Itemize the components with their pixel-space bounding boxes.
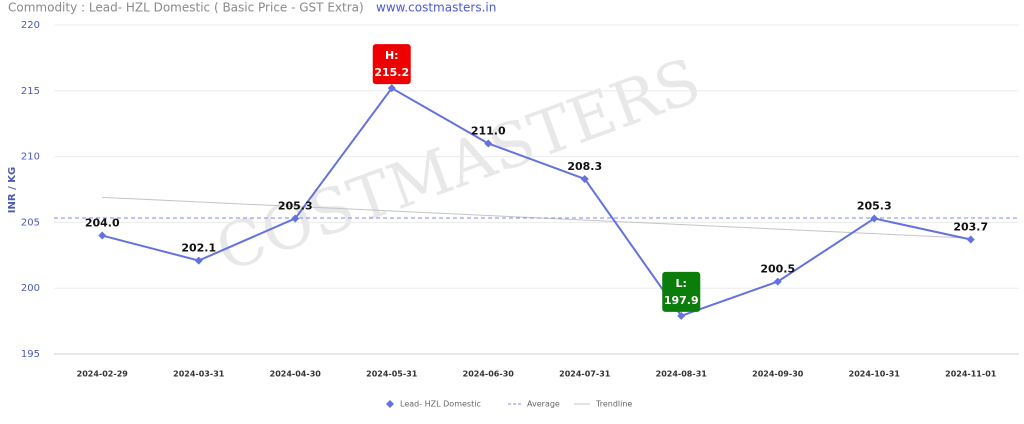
data-label: 200.5 [760, 263, 795, 276]
point-marker [677, 311, 686, 320]
y-tick-label: 205 [21, 217, 40, 228]
series-line [101, 86, 971, 318]
x-tick-label: 2024-11-01 [945, 370, 997, 379]
data-label: 215.2 [374, 66, 409, 79]
legend-label: Lead- HZL Domestic [400, 400, 481, 409]
x-tick-label: 2024-06-30 [463, 370, 515, 379]
legend-label: Trendline [595, 400, 632, 409]
data-label: 203.7 [953, 221, 988, 234]
point-marker [98, 231, 107, 240]
trendline [102, 196, 971, 239]
x-tick-label: 2024-10-31 [849, 370, 901, 379]
legend-label: Average [527, 400, 560, 409]
source: www.costmasters.in [376, 1, 496, 15]
data-label: 205.3 [857, 199, 892, 212]
point-marker [194, 256, 203, 265]
x-tick-label: 2024-02-29 [77, 370, 129, 379]
point-marker [484, 139, 493, 148]
chart-title: Commodity : Lead- HZL Domestic ( Basic P… [8, 1, 364, 15]
x-tick-label: 2024-03-31 [173, 370, 225, 379]
x-tick-label: 2024-04-30 [270, 370, 322, 379]
y-tick-label: 210 [21, 152, 40, 163]
y-tick-label: 215 [21, 86, 40, 97]
data-label: 202.1 [181, 242, 216, 255]
point-marker [291, 214, 300, 223]
data-label: 205.3 [278, 199, 313, 212]
data-label: 204.0 [85, 217, 120, 230]
data-label: 208.3 [567, 160, 602, 173]
legend-marker [386, 400, 394, 408]
point-marker [773, 277, 782, 286]
y-tick-label: 200 [21, 283, 40, 294]
low-box [662, 271, 701, 312]
data-label: 197.9 [664, 294, 699, 307]
point-marker [580, 174, 589, 183]
high-label: H: [385, 49, 399, 62]
y-tick-label: 195 [21, 349, 40, 360]
y-tick-label: 220 [21, 20, 40, 31]
point-marker [870, 214, 879, 223]
low-label: L: [676, 277, 687, 290]
x-tick-label: 2024-07-31 [559, 370, 611, 379]
x-tick-label: 2024-05-31 [366, 370, 418, 379]
x-tick-label: 2024-09-30 [752, 370, 804, 379]
data-label: 211.0 [471, 124, 506, 137]
y-axis-label: INR / KG [7, 167, 18, 213]
point-marker [966, 235, 975, 244]
high-box [372, 44, 411, 85]
x-tick-label: 2024-08-31 [656, 370, 708, 379]
point-marker [387, 84, 396, 93]
